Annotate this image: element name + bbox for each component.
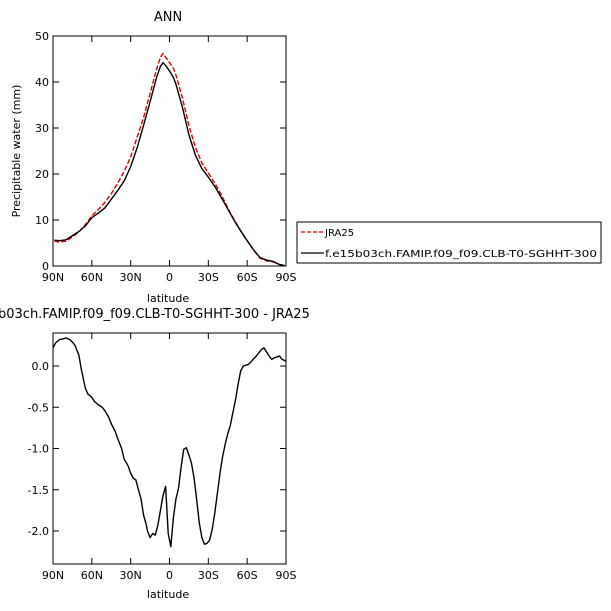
x-axis-bottom: 90N 60N 30N 0 30S 60S 90S <box>42 333 297 582</box>
diff-y-tick-label: -1.5 <box>28 484 49 497</box>
x-tick-label: 60N <box>81 271 103 284</box>
y-axis-label: Precipitable water (mm) <box>10 85 23 218</box>
x-tick-label: 30S <box>198 271 219 284</box>
difference-chart: b03ch.FAMIP.f09_f09.CLB-T0-SGHHT-300 - J… <box>0 307 310 601</box>
plot-frame-bottom <box>52 332 287 565</box>
legend: JRA25 f.e15b03ch.FAMIP.f09_f09.CLB-T0-SG… <box>296 221 602 264</box>
diff-y-tick-label: 0.0 <box>32 360 50 373</box>
y-tick-label: 50 <box>35 30 49 43</box>
series-group <box>54 52 285 267</box>
y-axis: 0 10 20 30 40 50 <box>35 30 286 273</box>
diff-x-tick-label: 90N <box>42 569 64 582</box>
x-axis-label-bottom: latitude <box>147 588 189 601</box>
x-tick-label: 90S <box>276 271 297 284</box>
chart-title: ANN <box>154 10 182 25</box>
diff-x-tick-label: 0 <box>166 569 173 582</box>
diff-x-tick-label: 30N <box>120 569 142 582</box>
x-axis: 90N 60N 30N 0 30S 60S 90S <box>42 36 297 284</box>
x-axis-label: latitude <box>147 292 189 305</box>
diff-series-line-0 <box>52 337 287 548</box>
y-tick-label: 30 <box>35 122 49 135</box>
series-line-0 <box>54 52 285 267</box>
y-axis-bottom: 0.0 -0.5 -1.0 -1.5 -2.0 <box>28 360 286 538</box>
y-tick-label: 40 <box>35 76 49 89</box>
diff-x-tick-label: 60N <box>81 569 103 582</box>
y-tick-label: 20 <box>35 168 49 181</box>
top-chart: ANN 0 10 20 30 40 50 90N 60N 30N 0 30S 60S 90S Prec… <box>10 10 297 305</box>
y-axis-label-bottom: Precipitable water (mm) <box>1 383 14 516</box>
x-tick-label: 0 <box>166 271 173 284</box>
diff-y-tick-label: -1.0 <box>28 443 49 456</box>
series-line-1 <box>54 61 285 267</box>
y-tick-label: 10 <box>35 214 49 227</box>
x-tick-label: 30N <box>120 271 142 284</box>
diff-y-tick-label: -0.5 <box>28 401 49 414</box>
y-tick-label: 0 <box>42 260 49 273</box>
diff-x-tick-label: 90S <box>276 569 297 582</box>
diff-y-tick-label: -2.0 <box>28 525 49 538</box>
difference-chart-title: b03ch.FAMIP.f09_f09.CLB-T0-SGHHT-300 - J… <box>0 307 310 322</box>
x-tick-label: 60S <box>237 271 258 284</box>
legend-box <box>296 221 602 264</box>
difference-series-group <box>52 337 287 548</box>
diff-x-tick-label: 60S <box>237 569 258 582</box>
legend-label-jra25: JRA25 <box>324 228 354 239</box>
x-tick-label: 90N <box>42 271 64 284</box>
diff-x-tick-label: 30S <box>198 569 219 582</box>
legend-label-model: f.e15b03ch.FAMIP.f09_f09.CLB-T0-SGHHT-30… <box>325 249 597 260</box>
